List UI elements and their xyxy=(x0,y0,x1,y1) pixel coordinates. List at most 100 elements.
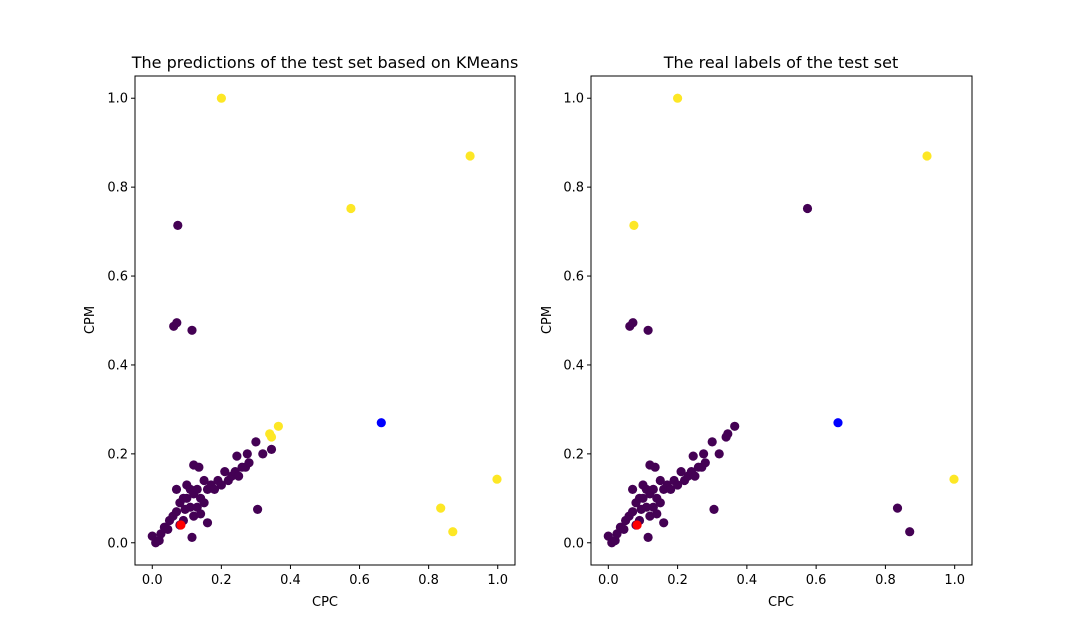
scatter-point-cluster-main xyxy=(209,484,220,494)
scatter-point-cluster-outlier xyxy=(346,203,356,214)
y-tick-label: 0.4 xyxy=(107,358,128,373)
scatter-point-cluster-main xyxy=(619,524,629,535)
scatter-point-cluster-main xyxy=(628,507,638,517)
left-y-axis-label: CPM xyxy=(83,306,98,334)
scatter-point-cluster-main xyxy=(673,480,683,490)
scatter-point-cluster-outlier xyxy=(216,93,226,103)
left-ticks: 0.0 0.2 0.4 0.6 0.8 1.0 0.0 0.2 0.4 0.6 0.8 1.0 xyxy=(107,92,508,588)
scatter-point-cluster-main xyxy=(232,451,242,461)
scatter-point-cluster-main xyxy=(700,458,710,468)
scatter-point-cluster-main xyxy=(173,220,183,230)
scatter-point-cluster-main xyxy=(194,462,204,472)
scatter-point-cluster-main xyxy=(234,471,244,481)
scatter-point-cluster-main xyxy=(628,318,638,328)
scatter-point-cluster-main xyxy=(187,532,197,543)
scatter-point-cluster-main xyxy=(721,432,731,442)
y-tick-label: 0.4 xyxy=(563,358,584,373)
y-tick-label: 0.8 xyxy=(563,181,584,196)
scatter-point-cluster-main xyxy=(266,444,277,454)
scatter-point-cluster-main xyxy=(905,527,915,537)
scatter-point-cluster-main xyxy=(652,509,662,519)
scatter-point-cluster-main xyxy=(163,524,173,535)
scatter-point-cluster-main xyxy=(244,458,254,468)
scatter-point-cluster-outlier xyxy=(465,151,475,161)
scatter-point-cluster-main xyxy=(714,449,724,459)
scatter-point-cluster-main xyxy=(645,511,655,521)
scatter-point-cluster-main xyxy=(643,532,653,543)
scatter-point-cluster-outlier xyxy=(273,421,283,431)
x-tick-label: 0.8 xyxy=(875,573,896,588)
x-tick-label: 0.6 xyxy=(806,573,827,588)
scatter-point-cluster-main xyxy=(655,475,665,486)
scatter-point-cluster-main xyxy=(171,484,182,494)
scatter-point-centroid xyxy=(176,520,186,530)
right-ticks: 0.0 0.2 0.4 0.6 0.8 1.0 0.0 0.2 0.4 0.6 0.8 1.0 xyxy=(563,92,965,588)
left-x-axis-label: CPC xyxy=(312,595,338,610)
scatter-point-cluster-outlier xyxy=(448,527,458,537)
x-tick-label: 1.0 xyxy=(944,573,965,588)
right-chart-title: The real labels of the test set xyxy=(663,53,898,72)
scatter-point-cluster-outlier xyxy=(436,503,446,513)
scatter-point-cluster-main xyxy=(251,437,261,447)
left-chart-title: The predictions of the test set based on… xyxy=(131,53,519,72)
scatter-point-cluster-outlier xyxy=(629,220,639,230)
y-tick-label: 0.0 xyxy=(107,536,128,551)
scatter-point-cluster-main xyxy=(628,484,638,494)
y-tick-label: 0.0 xyxy=(563,536,584,551)
scatter-point-cluster-outlier xyxy=(492,474,502,484)
scatter-point-cluster-main xyxy=(666,484,676,494)
x-tick-label: 0.4 xyxy=(737,573,758,588)
scatter-point-cluster-main xyxy=(216,480,226,490)
right-scatter-points xyxy=(603,93,959,548)
scatter-point-cluster-main xyxy=(643,325,653,335)
x-tick-label: 1.0 xyxy=(487,573,508,588)
y-tick-label: 0.6 xyxy=(107,270,128,285)
scatter-point-cluster-main xyxy=(220,467,230,477)
right-y-axis-label: CPM xyxy=(540,306,555,334)
scatter-point-cluster-main xyxy=(730,421,740,431)
y-tick-label: 0.2 xyxy=(107,447,128,462)
scatter-point-cluster-main xyxy=(709,504,719,514)
scatter-point-cluster-main xyxy=(688,451,698,461)
scatter-point-cluster-main xyxy=(690,471,700,481)
scatter-point-cluster-main xyxy=(172,318,182,328)
scatter-point-cluster-main xyxy=(676,467,686,477)
left-subplot: The predictions of the test set based on… xyxy=(83,53,518,610)
x-tick-label: 0.2 xyxy=(667,573,688,588)
y-tick-label: 1.0 xyxy=(563,92,584,107)
scatter-point-cluster-main xyxy=(182,493,192,503)
scatter-point-cluster-main xyxy=(650,462,660,472)
scatter-point-cluster-outlier xyxy=(673,93,683,103)
scatter-point-cluster-main xyxy=(171,507,182,517)
left-plot-frame xyxy=(134,75,516,566)
left-scatter-points xyxy=(147,93,502,548)
scatter-point-special-point xyxy=(833,418,843,428)
scatter-point-cluster-outlier xyxy=(949,474,959,484)
scatter-point-cluster-main xyxy=(659,518,669,528)
scatter-point-cluster-main xyxy=(242,449,252,459)
scatter-point-cluster-outlier xyxy=(266,432,277,442)
scatter-point-cluster-main xyxy=(253,504,263,514)
scatter-point-cluster-main xyxy=(707,437,717,447)
scatter-point-cluster-main xyxy=(648,484,658,494)
x-tick-label: 0.8 xyxy=(418,573,439,588)
scatter-point-cluster-main xyxy=(202,518,213,528)
scatter-point-cluster-main xyxy=(187,325,197,335)
scatter-point-cluster-main xyxy=(199,475,209,486)
scatter-point-cluster-main xyxy=(180,504,190,514)
y-tick-label: 0.6 xyxy=(563,270,584,285)
x-tick-label: 0.6 xyxy=(349,573,370,588)
scatter-point-cluster-main xyxy=(638,493,648,503)
scatter-point-cluster-main xyxy=(636,504,646,514)
right-subplot: The real labels of the test set 0.0 0.2 0.… xyxy=(540,53,973,610)
x-tick-label: 0.2 xyxy=(211,573,232,588)
x-tick-label: 0.0 xyxy=(142,573,163,588)
scatter-point-cluster-main xyxy=(802,203,813,214)
scatter-point-cluster-main xyxy=(196,509,206,519)
x-tick-label: 0.0 xyxy=(598,573,619,588)
scatter-point-cluster-main xyxy=(189,511,199,521)
y-tick-label: 0.2 xyxy=(563,447,584,462)
scatter-point-cluster-outlier xyxy=(922,151,932,161)
scatter-point-special-point xyxy=(376,418,386,428)
